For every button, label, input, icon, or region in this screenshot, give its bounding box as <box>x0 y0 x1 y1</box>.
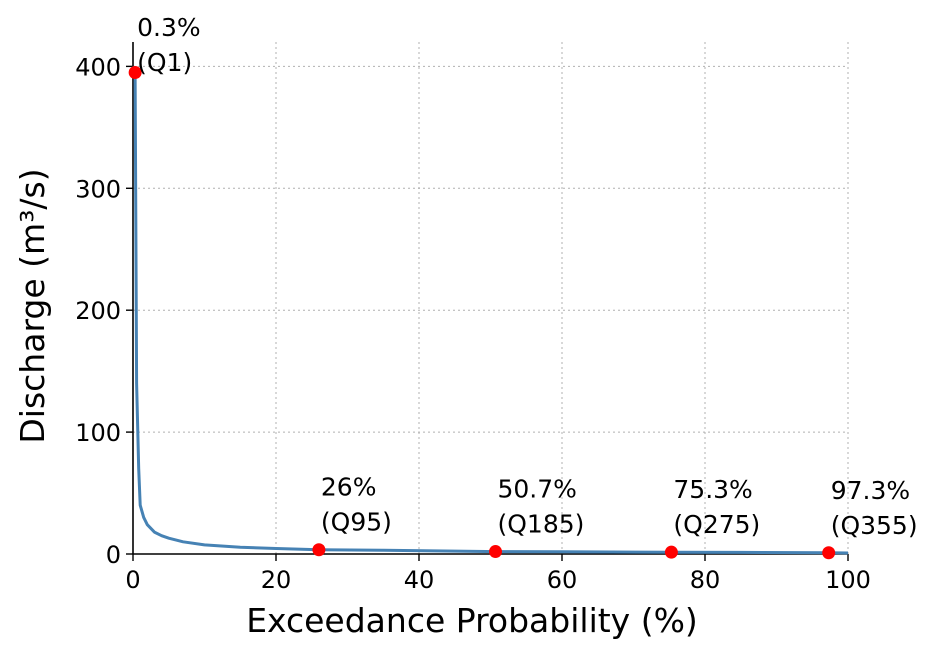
point-sublabel: (Q1) <box>137 48 192 77</box>
x-tick-label: 20 <box>261 566 292 594</box>
tick-layer: 0 20 40 60 80 100 0 100 200 300 400 <box>75 53 871 594</box>
point-label: 97.3% <box>831 476 910 505</box>
point-layer <box>128 65 836 560</box>
y-tick-label: 300 <box>75 175 121 203</box>
point-label: 26% <box>321 473 377 502</box>
series-line <box>131 65 849 555</box>
point-sublabel: (Q95) <box>321 508 392 537</box>
x-tick-label: 60 <box>547 566 578 594</box>
grid-layer <box>133 42 849 554</box>
y-tick-label: 100 <box>75 419 121 447</box>
x-axis-title: Exceedance Probability (%) <box>246 601 698 640</box>
point-sublabel: (Q185) <box>498 510 585 539</box>
x-tick-label: 80 <box>690 566 721 594</box>
highlight-point <box>822 546 836 560</box>
point-sublabel: (Q355) <box>831 511 918 540</box>
y-tick-label: 200 <box>75 297 121 325</box>
x-tick-label: 100 <box>825 566 871 594</box>
point-label: 50.7% <box>498 475 577 504</box>
highlight-point <box>489 545 503 559</box>
point-sublabel: (Q275) <box>673 510 760 539</box>
highlight-point <box>128 65 142 79</box>
highlight-point <box>664 545 678 559</box>
annotation-layer: 0.3% (Q1) 26% (Q95) 50.7% (Q185) 75.3% (Q275) 97… <box>137 13 917 540</box>
highlight-point <box>312 543 326 557</box>
x-tick-label: 40 <box>404 566 435 594</box>
x-tick-label: 0 <box>125 566 140 594</box>
y-tick-label: 400 <box>75 53 121 81</box>
y-tick-label: 0 <box>106 541 121 569</box>
point-label: 75.3% <box>673 475 752 504</box>
y-axis-title: Discharge (m³/s) <box>13 168 52 443</box>
point-label: 0.3% <box>137 13 201 42</box>
